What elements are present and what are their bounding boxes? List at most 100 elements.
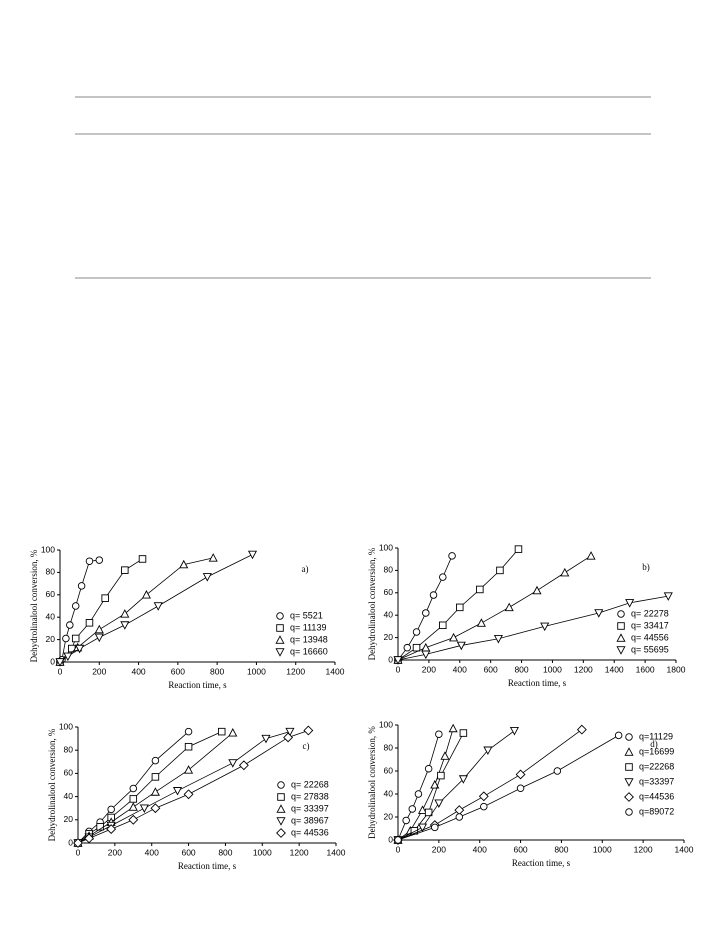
y-tick-label: 60 bbox=[64, 768, 74, 778]
marker bbox=[422, 609, 430, 617]
legend-marker bbox=[617, 622, 625, 630]
x-tick-label: 600 bbox=[181, 847, 195, 857]
marker bbox=[303, 725, 314, 736]
x-tick-label: 1400 bbox=[605, 664, 624, 674]
marker bbox=[532, 585, 542, 595]
panel-label: b) bbox=[642, 562, 650, 572]
y-tick-label: 80 bbox=[64, 744, 74, 754]
legend-marker bbox=[275, 648, 285, 657]
x-tick-label: 400 bbox=[145, 847, 159, 857]
y-tick-label: 80 bbox=[384, 565, 394, 575]
marker bbox=[217, 727, 226, 736]
marker bbox=[434, 799, 444, 808]
legend-marker bbox=[276, 828, 286, 838]
y-tick-label: 0 bbox=[50, 656, 55, 666]
marker bbox=[151, 773, 160, 781]
marker bbox=[424, 764, 433, 773]
marker bbox=[85, 619, 94, 627]
marker bbox=[614, 731, 623, 740]
x-tick-label: 1400 bbox=[326, 666, 345, 676]
legend-label: q= 11139 bbox=[290, 622, 326, 632]
legend-marker bbox=[624, 778, 634, 787]
marker bbox=[412, 628, 421, 636]
marker bbox=[75, 644, 85, 654]
marker bbox=[228, 759, 238, 768]
marker bbox=[94, 624, 104, 634]
legend-marker bbox=[275, 635, 285, 644]
marker bbox=[141, 590, 151, 599]
marker bbox=[55, 658, 65, 667]
y-tick-label: 0 bbox=[388, 654, 393, 664]
y-tick-label: 100 bbox=[41, 544, 55, 554]
marker bbox=[71, 634, 80, 643]
marker bbox=[414, 790, 423, 798]
x-tick-label: 200 bbox=[108, 847, 122, 857]
y-tick-label: 40 bbox=[46, 611, 56, 621]
marker bbox=[77, 582, 86, 590]
x-axis-label: Reaction time, s bbox=[178, 861, 237, 871]
legend-label: q= 22278 bbox=[631, 608, 669, 618]
marker bbox=[128, 814, 139, 825]
marker bbox=[394, 836, 402, 844]
marker bbox=[663, 592, 673, 601]
legend-marker bbox=[276, 817, 286, 826]
x-tick-label: 600 bbox=[513, 844, 527, 854]
marker bbox=[402, 816, 410, 825]
marker bbox=[62, 634, 70, 643]
marker bbox=[153, 602, 163, 611]
y-tick-label: 100 bbox=[379, 542, 393, 552]
x-tick-label: 1200 bbox=[634, 844, 653, 854]
panel-label: d) bbox=[650, 739, 658, 749]
legend-label: q= 55695 bbox=[631, 644, 669, 654]
marker bbox=[459, 729, 468, 737]
marker bbox=[440, 751, 450, 760]
y-tick-label: 20 bbox=[384, 811, 394, 821]
legend-label: q= 13948 bbox=[290, 634, 328, 644]
x-tick-label: 200 bbox=[422, 664, 436, 674]
legend-marker bbox=[625, 808, 633, 816]
marker bbox=[63, 652, 73, 662]
marker bbox=[412, 643, 421, 652]
marker bbox=[439, 573, 447, 581]
y-axis-label: Dehydrolinalool conversion, % bbox=[367, 547, 377, 660]
y-axis-label: Dehydrolinalool conversion, % bbox=[367, 726, 377, 839]
y-tick-label: 80 bbox=[46, 567, 56, 577]
marker bbox=[576, 724, 587, 735]
marker bbox=[179, 559, 189, 569]
marker bbox=[172, 787, 183, 796]
x-tick-label: 1400 bbox=[675, 844, 694, 854]
panel-label: a) bbox=[302, 564, 309, 574]
legend-marker bbox=[276, 804, 286, 813]
marker bbox=[516, 784, 525, 793]
x-axis-label: Reaction time, s bbox=[512, 858, 571, 868]
x-tick-label: 400 bbox=[453, 664, 467, 674]
x-tick-label: 0 bbox=[76, 847, 81, 857]
marker bbox=[228, 728, 238, 737]
legend-marker bbox=[624, 792, 634, 802]
y-tick-label: 0 bbox=[68, 837, 73, 847]
marker bbox=[515, 769, 526, 780]
marker bbox=[594, 609, 604, 618]
marker bbox=[120, 609, 130, 618]
legend-label: q= 38967 bbox=[291, 815, 329, 825]
marker bbox=[283, 732, 294, 743]
y-tick-label: 60 bbox=[46, 589, 56, 599]
marker bbox=[431, 823, 439, 832]
marker bbox=[429, 591, 438, 599]
marker bbox=[417, 805, 428, 814]
legend-marker bbox=[625, 763, 633, 771]
marker bbox=[553, 767, 562, 775]
marker bbox=[84, 833, 94, 844]
fit-line bbox=[77, 731, 291, 844]
x-tick-label: 800 bbox=[554, 844, 568, 854]
x-tick-label: 800 bbox=[218, 847, 232, 857]
y-tick-label: 100 bbox=[59, 721, 73, 731]
x-tick-label: 1800 bbox=[667, 664, 686, 674]
legend-label: q= 22268 bbox=[291, 779, 329, 789]
x-tick-label: 200 bbox=[432, 844, 446, 854]
marker bbox=[437, 771, 445, 780]
legend-label: q=44536 bbox=[639, 791, 674, 801]
marker bbox=[138, 555, 147, 563]
legend-marker bbox=[624, 747, 634, 756]
x-tick-label: 1200 bbox=[574, 664, 593, 674]
